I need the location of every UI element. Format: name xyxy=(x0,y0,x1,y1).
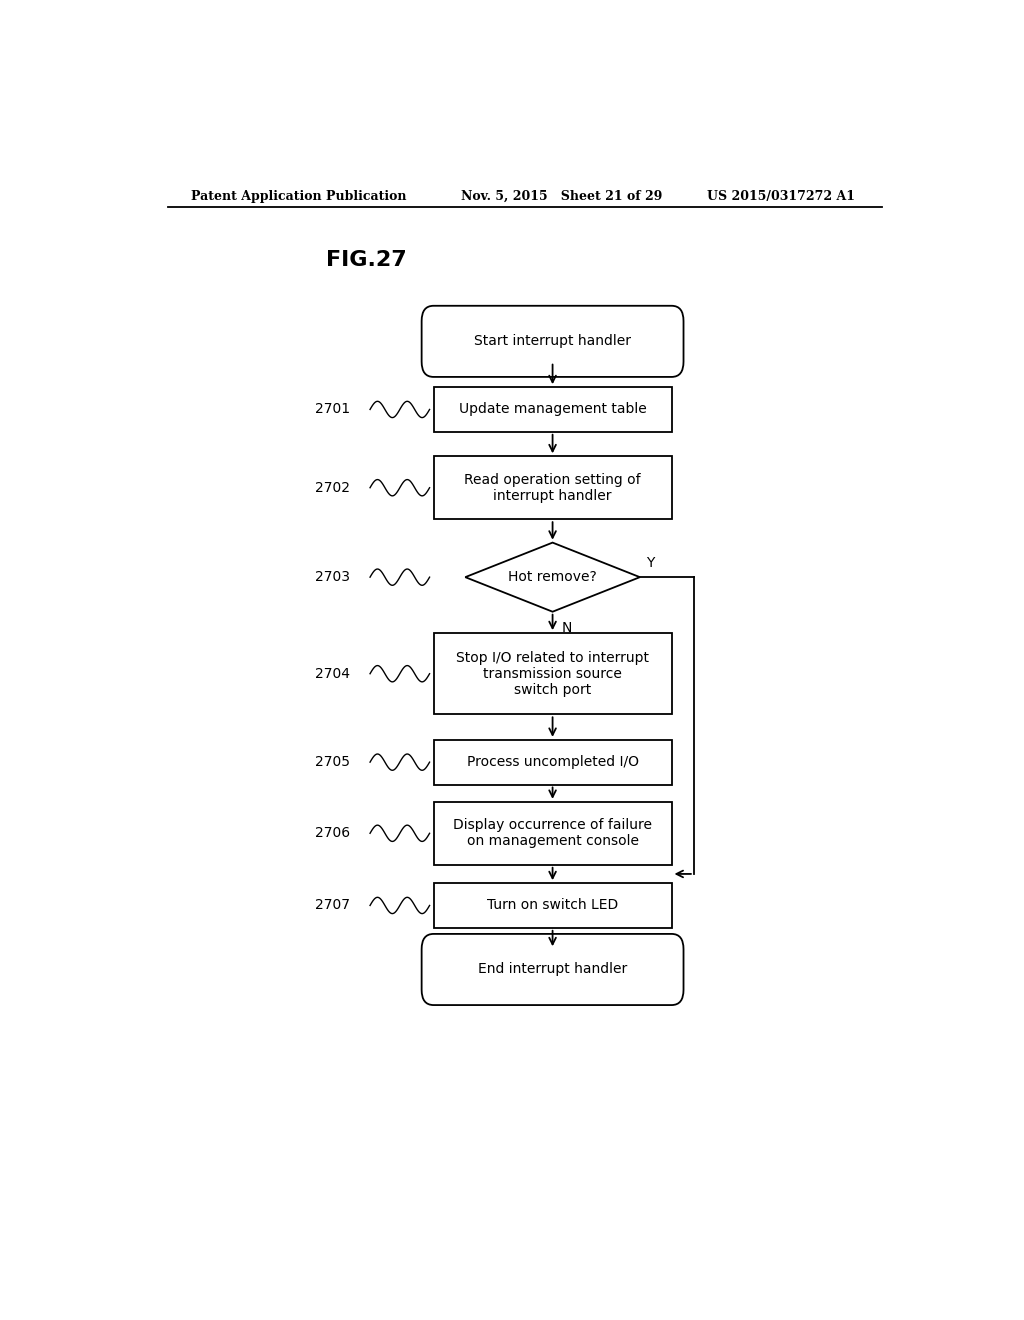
Text: N: N xyxy=(562,620,572,635)
Text: Start interrupt handler: Start interrupt handler xyxy=(474,334,631,348)
Text: Nov. 5, 2015   Sheet 21 of 29: Nov. 5, 2015 Sheet 21 of 29 xyxy=(461,190,663,202)
Text: 2706: 2706 xyxy=(315,826,350,841)
Text: Y: Y xyxy=(646,556,654,570)
Text: 2702: 2702 xyxy=(315,480,350,495)
Text: 2701: 2701 xyxy=(315,403,350,416)
Text: Hot remove?: Hot remove? xyxy=(508,570,597,585)
Text: Update management table: Update management table xyxy=(459,403,646,416)
Text: Turn on switch LED: Turn on switch LED xyxy=(487,899,618,912)
Bar xyxy=(433,801,672,865)
Text: End interrupt handler: End interrupt handler xyxy=(478,962,628,977)
Bar xyxy=(433,634,672,714)
Text: US 2015/0317272 A1: US 2015/0317272 A1 xyxy=(708,190,855,202)
Polygon shape xyxy=(465,543,640,611)
Text: Display occurrence of failure
on management console: Display occurrence of failure on managem… xyxy=(453,818,652,849)
Text: 2705: 2705 xyxy=(315,755,350,770)
FancyBboxPatch shape xyxy=(422,306,684,378)
Text: Patent Application Publication: Patent Application Publication xyxy=(191,190,407,202)
Text: FIG.27: FIG.27 xyxy=(327,249,408,271)
Text: 2704: 2704 xyxy=(315,667,350,681)
Text: Stop I/O related to interrupt
transmission source
switch port: Stop I/O related to interrupt transmissi… xyxy=(456,651,649,697)
Bar xyxy=(433,387,672,432)
Bar xyxy=(433,883,672,928)
Text: Read operation setting of
interrupt handler: Read operation setting of interrupt hand… xyxy=(464,473,641,503)
FancyBboxPatch shape xyxy=(422,935,684,1005)
Text: Process uncompleted I/O: Process uncompleted I/O xyxy=(467,755,639,770)
Text: 2703: 2703 xyxy=(315,570,350,585)
Text: 2707: 2707 xyxy=(315,899,350,912)
Bar xyxy=(433,457,672,519)
Bar xyxy=(433,739,672,784)
